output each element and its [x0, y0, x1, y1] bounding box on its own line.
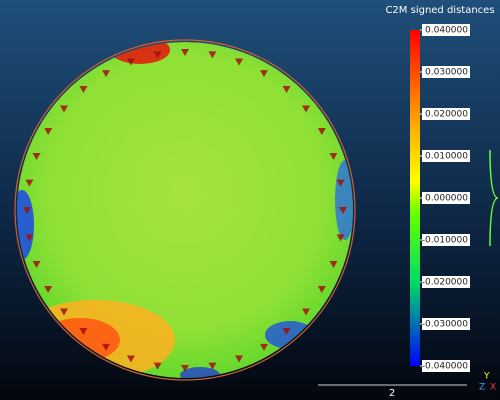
marker: [329, 261, 338, 269]
marker: [235, 58, 244, 66]
marker: [260, 343, 268, 351]
tick-label-bg: [422, 360, 470, 372]
markers: [23, 49, 347, 372]
marker: [260, 70, 268, 78]
marker: [317, 286, 326, 293]
marker: [59, 105, 68, 113]
marker: [302, 105, 311, 113]
marker: [336, 179, 345, 187]
tick-label: 0.000000: [425, 194, 468, 204]
marker: [329, 152, 338, 160]
color-scale-bar: [410, 30, 420, 366]
mesh-outline: [14, 39, 356, 381]
marker: [102, 70, 110, 78]
marker: [23, 207, 31, 214]
marker: [79, 328, 88, 336]
color-scale-ticks: 0.040000 0.030000 0.020000 0.010000 0.000000…: [420, 24, 470, 372]
marker: [153, 362, 162, 370]
tick-label: 0.030000: [425, 68, 468, 78]
marker: [32, 152, 41, 160]
marker: [282, 328, 291, 336]
tick-label-bg: [422, 192, 470, 204]
tick-label: -0.030000: [422, 320, 468, 330]
tick-label: 0.040000: [425, 26, 468, 36]
axis-y-label: Y: [483, 372, 490, 382]
tick-label: -0.040000: [422, 362, 468, 372]
tick-label: 0.020000: [425, 110, 468, 120]
tick-label-bg: [422, 108, 470, 120]
tick-label: -0.010000: [422, 236, 468, 246]
marker: [44, 128, 53, 135]
marker: [302, 308, 311, 316]
color-scale-title: C2M signed distances: [385, 5, 494, 16]
marker: [25, 179, 34, 187]
marker: [102, 343, 110, 351]
marker: [79, 85, 88, 93]
marker: [25, 234, 34, 242]
marker: [339, 207, 347, 214]
marker: [282, 85, 291, 93]
marker: [208, 362, 217, 370]
marker: [336, 234, 345, 242]
marker: [126, 58, 135, 66]
tick-label-bg: [422, 318, 470, 330]
marker: [317, 128, 326, 135]
tick-label: 0.010000: [425, 152, 468, 162]
marker: [59, 308, 68, 316]
marker: [126, 355, 135, 363]
marker: [32, 261, 41, 269]
marker: [44, 286, 53, 293]
tick-label-bg: [422, 150, 470, 162]
axis-z-label: Z: [479, 383, 485, 393]
axis-x-label: X: [490, 383, 496, 393]
tick-label: -0.020000: [422, 278, 468, 288]
marker: [235, 355, 244, 363]
scale-bar-label: 2: [389, 388, 395, 399]
tick-label-bg: [422, 66, 470, 78]
marker: [208, 51, 217, 59]
marker: [153, 51, 162, 59]
tick-label-bg: [422, 276, 470, 288]
tick-label-bg: [422, 234, 470, 246]
marker: [181, 365, 189, 372]
marker: [181, 49, 189, 56]
histogram: [489, 149, 499, 247]
tick-label-bg: [422, 24, 470, 36]
